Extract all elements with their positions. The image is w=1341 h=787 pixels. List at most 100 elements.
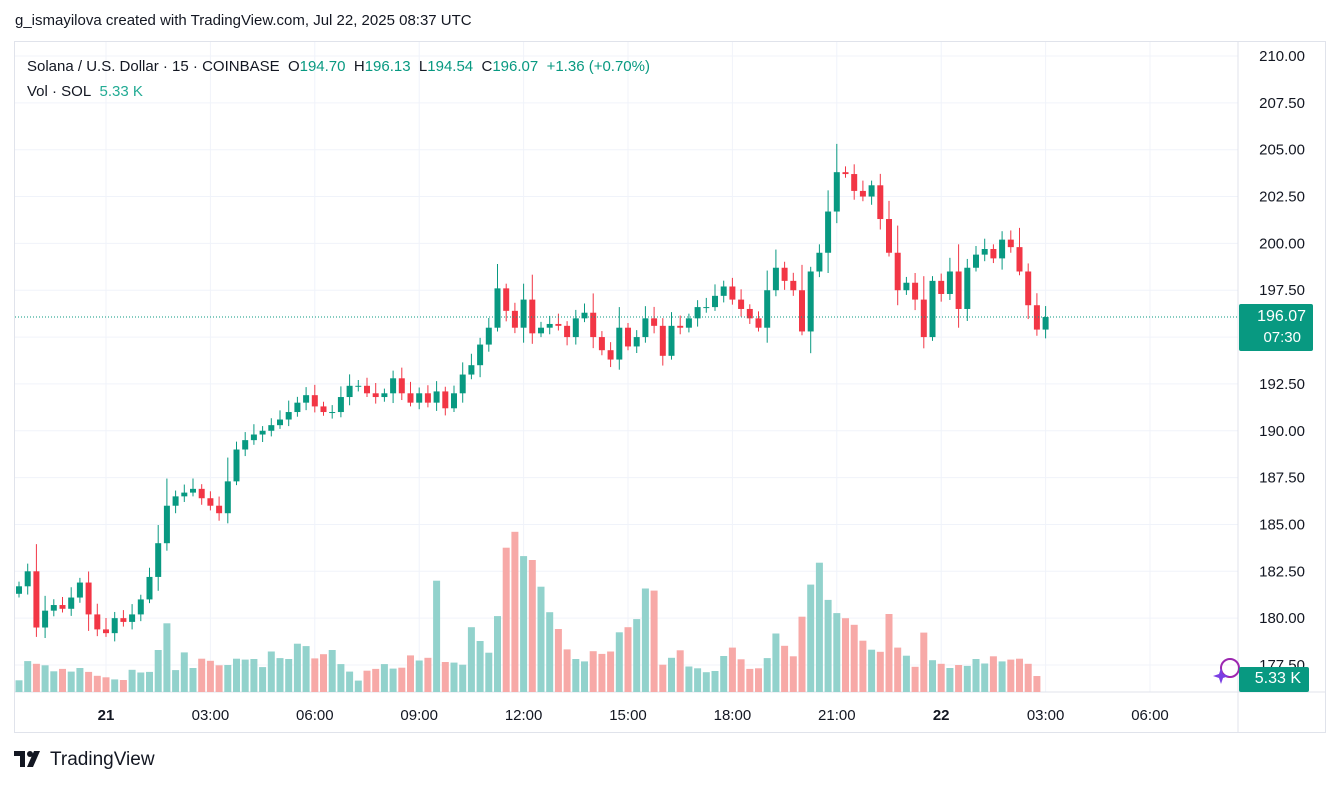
volume-bar — [415, 660, 423, 692]
candle-body — [546, 323, 553, 328]
volume-bar — [720, 656, 728, 692]
volume-bar — [563, 649, 571, 692]
candle-body — [938, 280, 945, 294]
candle-body — [1007, 239, 1014, 248]
candle-body — [381, 393, 388, 398]
candle-body — [764, 290, 771, 328]
volume-bar — [50, 671, 58, 692]
candle-body — [416, 393, 423, 403]
legend-volume-label[interactable]: Vol · SOL — [27, 83, 92, 100]
candle-body — [651, 318, 658, 326]
volume-bar — [224, 665, 232, 692]
candle-body — [268, 425, 275, 431]
volume-bar — [485, 652, 493, 692]
legend-high-value: 196.13 — [364, 58, 411, 75]
volume-bar — [694, 668, 702, 692]
price-axis: 177.50180.00182.50185.00187.50190.00192.… — [1259, 48, 1305, 674]
volume-bar — [624, 627, 632, 692]
legend-change: +1.36 (+0.70%) — [546, 58, 650, 75]
last-volume-value: 5.33 K — [1254, 670, 1301, 687]
candle-body — [668, 325, 675, 356]
volume-bar — [955, 665, 963, 692]
candle-body — [103, 629, 109, 634]
volume-bar — [650, 590, 658, 692]
volume-bar — [554, 629, 562, 692]
legend-close-value: 196.07 — [492, 58, 539, 75]
volume-bar — [389, 668, 397, 692]
candle-body — [894, 252, 901, 291]
volume-bar — [685, 666, 693, 692]
candle-body — [172, 496, 179, 506]
candle-body — [407, 393, 414, 403]
candle-body — [16, 586, 22, 594]
volume-bar — [206, 660, 214, 692]
candle-body — [520, 299, 527, 328]
tradingview-logo[interactable]: TradingView — [14, 749, 155, 771]
volume-bar — [929, 660, 936, 692]
candle-body — [250, 434, 257, 441]
price-tick-label: 200.00 — [1259, 235, 1305, 252]
tradingview-logo-icon — [14, 751, 40, 767]
volume-bar — [981, 663, 989, 692]
candle-body — [42, 610, 49, 628]
candle-body — [590, 312, 597, 338]
sparkle-icon[interactable] — [1211, 654, 1241, 688]
volume-bar — [372, 668, 380, 692]
candle-body — [207, 498, 214, 506]
legend-close-label: C — [481, 58, 493, 75]
time-tick-label: 09:00 — [400, 707, 438, 724]
candle-body — [485, 327, 492, 345]
candle-body — [555, 323, 562, 326]
volume-bar — [781, 645, 789, 692]
volume-bar — [398, 667, 406, 692]
candle-body — [390, 378, 397, 394]
candle-body — [511, 310, 518, 328]
price-tick-label: 180.00 — [1259, 610, 1305, 627]
candle-body — [859, 190, 866, 197]
candle-body — [790, 280, 797, 291]
candle-body — [364, 385, 370, 394]
bar-countdown: 07:30 — [1263, 329, 1301, 346]
candle-body — [190, 488, 196, 493]
volume-bar — [259, 667, 267, 692]
time-axis: 21 03:00 06:00 09:00 12:00 15:00 18:00 21:00 22 0… — [98, 707, 1169, 724]
candle-body — [50, 605, 57, 611]
candle-body — [781, 267, 788, 281]
volume-bar — [746, 668, 754, 692]
volume-bar — [833, 613, 841, 692]
candle-body — [503, 288, 510, 311]
candle-body — [677, 325, 684, 328]
candle-body — [442, 391, 449, 409]
candle-body — [477, 344, 484, 366]
candle-body — [659, 325, 666, 356]
volume-bar — [146, 671, 153, 692]
time-tick-label: 12:00 — [505, 707, 543, 724]
volume-bar — [407, 655, 414, 692]
candle-body — [68, 597, 75, 609]
volume-bar — [989, 656, 997, 692]
volume-bar — [302, 646, 310, 692]
candle-body — [303, 395, 310, 403]
volume-bar — [180, 652, 188, 692]
candle-body — [877, 185, 884, 220]
volume-bar — [572, 659, 580, 692]
candle-body — [198, 488, 205, 499]
candle-body — [1033, 305, 1040, 330]
volume-bar — [285, 659, 293, 692]
volume-bar — [702, 672, 710, 692]
candle-body — [285, 412, 292, 420]
candle-body — [137, 599, 144, 615]
candle-body — [973, 254, 979, 268]
price-tick-label: 205.00 — [1259, 142, 1305, 159]
volume-bar — [311, 658, 319, 692]
price-tick-label: 187.50 — [1259, 470, 1305, 487]
candle-body — [120, 618, 127, 622]
candle-body — [329, 412, 336, 414]
chart-frame[interactable] — [14, 41, 1326, 733]
volume-bar — [476, 641, 484, 692]
candle-body — [712, 295, 718, 308]
candle-body — [233, 449, 240, 482]
legend-symbol[interactable]: Solana / U.S. Dollar · 15 · COINBASE — [27, 58, 280, 75]
candle-body — [277, 419, 283, 426]
